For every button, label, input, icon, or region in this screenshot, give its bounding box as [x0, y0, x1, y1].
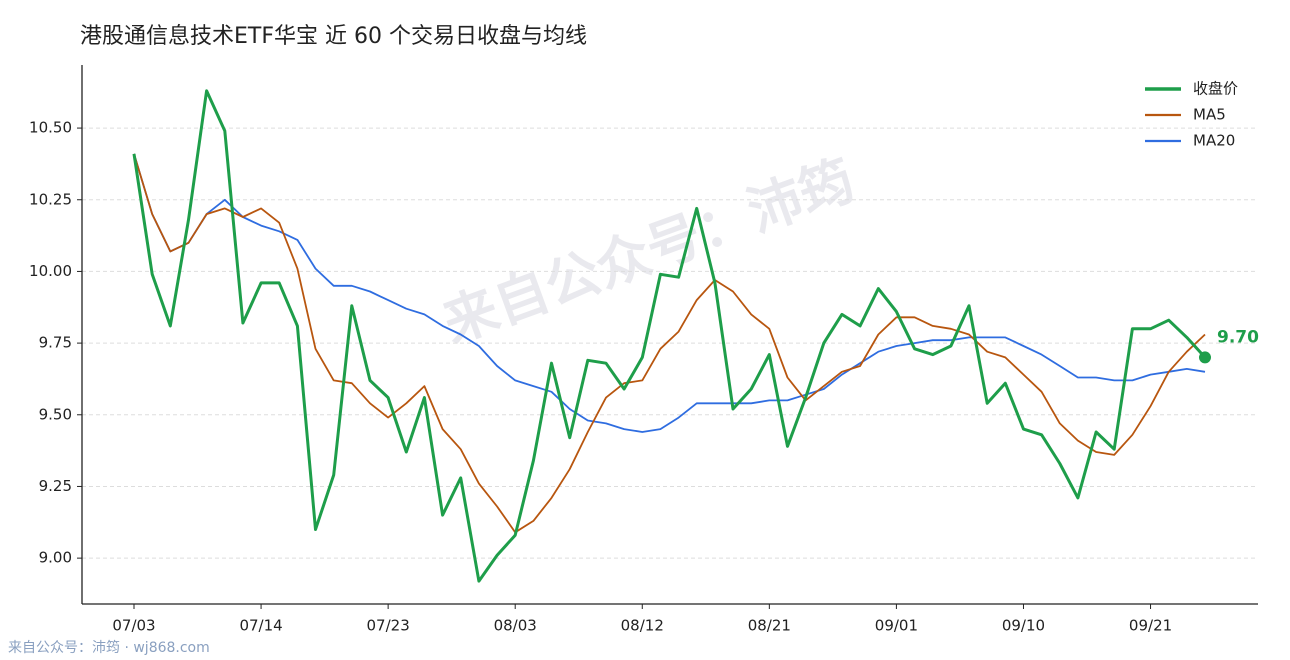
x-tick-label: 08/03	[494, 617, 537, 635]
y-tick-label: 10.50	[29, 119, 72, 137]
x-tick-label: 08/21	[748, 617, 791, 635]
y-tick-label: 10.25	[29, 190, 72, 208]
legend-label: MA5	[1193, 106, 1226, 124]
value-label: 9.70	[1217, 327, 1259, 347]
series-line	[132, 89, 1207, 583]
last-point	[1199, 351, 1211, 364]
x-tick-label: 09/10	[1002, 617, 1045, 635]
y-tick-label: 9.25	[39, 477, 72, 495]
y-tick-label: 9.50	[39, 405, 72, 423]
x-tick-label: 09/21	[1129, 617, 1172, 635]
series-line	[133, 153, 1206, 433]
x-tick-label: 09/01	[875, 617, 918, 635]
y-tick-label: 9.00	[39, 549, 72, 567]
y-tick-label: 9.75	[39, 334, 72, 352]
x-tick-label: 07/23	[367, 617, 410, 635]
x-tick-label: 07/14	[239, 617, 282, 635]
series-line	[133, 153, 1206, 534]
chart-title: 港股通信息技术ETF华宝 近 60 个交易日收盘与均线	[80, 24, 587, 49]
legend-label: MA20	[1193, 132, 1235, 150]
legend-label: 收盘价	[1193, 80, 1238, 98]
x-tick-label: 08/12	[621, 617, 664, 635]
footer: 来自公众号：沛筠 · wj868.com	[8, 639, 210, 656]
y-tick-label: 10.00	[29, 262, 72, 280]
x-tick-label: 07/03	[112, 617, 155, 635]
